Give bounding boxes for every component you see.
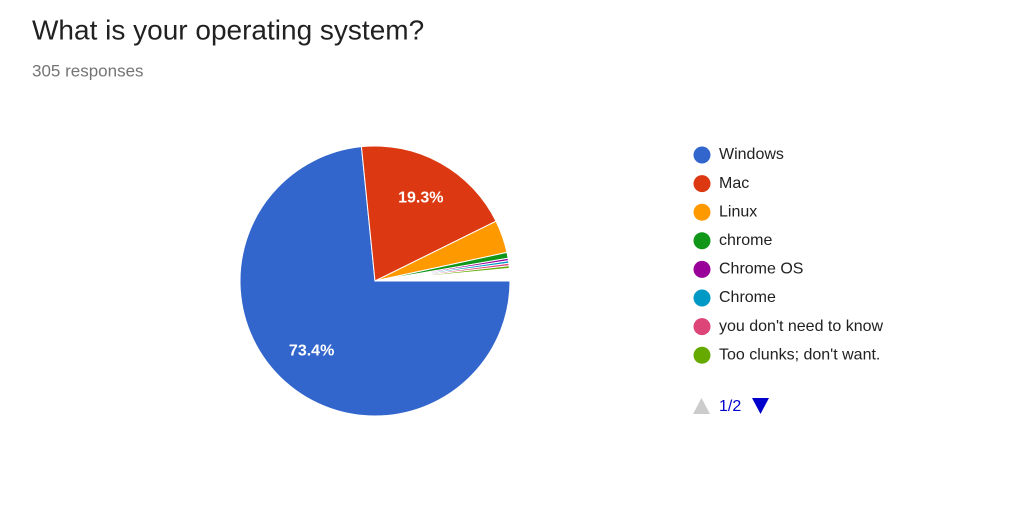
- next-page[interactable]: [752, 398, 769, 414]
- legend-label: chrome: [719, 232, 772, 249]
- chart-subtitle: 305 responses: [32, 61, 144, 80]
- legend-swatch: [693, 346, 711, 364]
- legend-label: you don't need to know: [719, 318, 884, 335]
- legend-swatch: [693, 260, 711, 278]
- pie-slice: [360, 145, 497, 282]
- legend-pager: 1/2: [693, 398, 769, 415]
- legend-swatch: [693, 289, 711, 307]
- chart-title: What is your operating system?: [32, 14, 424, 45]
- legend-label: Chrome OS: [719, 261, 803, 278]
- slice-label: 73.4%: [289, 342, 334, 359]
- page-indicator: 1/2: [719, 398, 741, 415]
- legend-label: Linux: [719, 203, 757, 220]
- legend-label: Chrome: [719, 289, 776, 306]
- slice-label: 19.3%: [398, 190, 443, 207]
- legend-swatch: [693, 146, 711, 164]
- prev-page[interactable]: [693, 398, 710, 414]
- legend-label: Too clunks; don't want.: [719, 346, 880, 363]
- pie-slice: [374, 265, 510, 282]
- legend-swatch: [693, 203, 711, 221]
- legend-label: Windows: [719, 146, 784, 163]
- legend-label: Mac: [719, 175, 749, 192]
- legend-swatch: [693, 318, 711, 336]
- legend-swatch: [693, 175, 711, 193]
- legend-swatch: [693, 232, 711, 250]
